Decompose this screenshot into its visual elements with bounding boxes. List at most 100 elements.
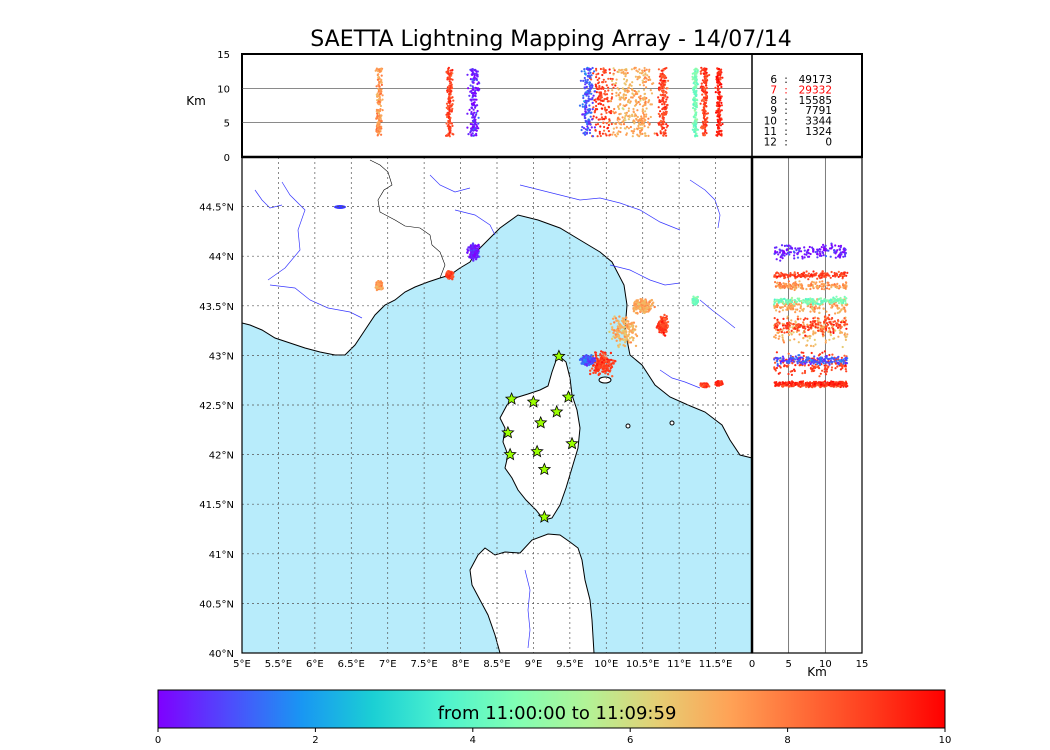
lightning-source-altitude	[795, 249, 798, 252]
lightning-source-altitude	[774, 281, 777, 284]
lightning-source-altitude	[790, 332, 793, 335]
lightning-source-altitude	[445, 122, 448, 125]
lightning-source-altitude	[841, 273, 844, 276]
lightning-source-altitude	[578, 104, 582, 107]
lightning-source-altitude	[827, 284, 831, 287]
lightning-source-altitude	[785, 308, 788, 311]
lightning-source	[627, 339, 630, 342]
lightning-source-altitude	[611, 77, 614, 81]
lightning-source-altitude	[657, 68, 661, 71]
count-sep: :	[784, 126, 788, 138]
lightning-source-altitude	[633, 94, 636, 97]
lightning-source-altitude	[694, 67, 697, 70]
lightning-source-altitude	[638, 71, 642, 75]
lightning-source-altitude	[448, 104, 452, 107]
lightning-source-altitude	[830, 366, 834, 369]
lightning-source-altitude	[663, 113, 666, 116]
lightning-source	[451, 274, 454, 278]
lightning-source-altitude	[589, 98, 593, 101]
lightning-source-altitude	[800, 250, 803, 253]
lightning-source-altitude	[471, 88, 474, 91]
lightning-source	[664, 330, 667, 334]
lightning-source-altitude	[594, 107, 598, 111]
lma-station-marker	[549, 404, 564, 418]
lightning-source-altitude	[794, 287, 797, 290]
lightning-source	[648, 309, 651, 312]
lightning-source-altitude	[799, 304, 802, 307]
lightning-source-altitude	[794, 311, 797, 314]
map-x-tick-label: 10.5°E	[626, 659, 660, 670]
lightning-source-altitude	[587, 111, 591, 114]
lightning-source-altitude	[843, 354, 846, 357]
lightning-source-altitude	[604, 71, 607, 74]
lightning-source-altitude	[823, 283, 826, 286]
lightning-source-altitude	[586, 127, 590, 130]
lightning-source-altitude	[471, 85, 474, 88]
lightning-source-altitude	[378, 109, 381, 112]
lightning-source	[641, 302, 644, 305]
lightning-source-altitude	[640, 115, 643, 118]
lightning-source-altitude	[693, 96, 696, 99]
lightning-source-altitude	[664, 81, 667, 84]
lightning-source-altitude	[629, 125, 633, 129]
lightning-source-altitude	[469, 84, 472, 87]
lightning-source-altitude	[376, 99, 379, 102]
lightning-source-altitude	[790, 319, 793, 322]
lightning-source	[471, 257, 474, 260]
lightning-source-altitude	[605, 93, 609, 96]
lightning-source-altitude	[622, 123, 626, 126]
lightning-source	[613, 336, 617, 339]
lightning-source-altitude	[818, 361, 821, 364]
lightning-source-altitude	[617, 105, 620, 108]
lightning-source-altitude	[636, 109, 639, 112]
river	[429, 174, 471, 193]
lightning-source	[474, 258, 478, 261]
lightning-source-altitude	[622, 96, 625, 99]
lma-station-marker	[501, 425, 515, 439]
lightning-source-altitude	[829, 331, 832, 334]
lightning-source	[692, 298, 695, 301]
lightning-source	[377, 283, 380, 287]
lightning-source-altitude	[664, 108, 667, 111]
lightning-source-altitude	[692, 91, 695, 94]
lightning-source-altitude	[643, 115, 646, 118]
lightning-source-altitude	[639, 97, 642, 100]
lightning-source-altitude	[717, 120, 720, 123]
lightning-source-altitude	[781, 355, 785, 358]
lightning-source-altitude	[615, 91, 618, 94]
lightning-source-altitude	[843, 295, 846, 298]
lightning-source	[649, 307, 652, 310]
lightning-source-altitude	[695, 93, 698, 96]
lightning-source-altitude	[661, 114, 665, 117]
lightning-source-altitude	[778, 251, 782, 254]
lightning-source-altitude	[702, 90, 705, 93]
lightning-source-altitude	[704, 84, 708, 87]
lightning-source	[665, 321, 668, 324]
lightning-source-altitude	[595, 104, 598, 108]
lightning-source-altitude	[580, 70, 583, 73]
lightning-source-altitude	[718, 71, 722, 74]
lightning-source-altitude	[584, 79, 587, 82]
lightning-source-altitude	[601, 99, 604, 102]
lightning-source	[609, 322, 612, 326]
lightning-source-altitude	[826, 323, 830, 326]
lightning-source-altitude	[801, 363, 804, 366]
lightning-source-altitude	[823, 350, 827, 353]
lightning-source-altitude	[617, 94, 620, 97]
lightning-source-altitude	[793, 254, 796, 257]
lightning-source-altitude	[821, 270, 824, 273]
map-y-tick-label: 41°N	[209, 550, 234, 561]
lightning-source-altitude	[704, 97, 707, 100]
lightning-source-altitude	[661, 98, 664, 101]
lightning-source	[695, 301, 698, 304]
count-value: 3344	[805, 116, 832, 128]
lightning-source-altitude	[808, 245, 811, 249]
lightning-source-altitude	[691, 72, 694, 75]
lightning-source-altitude	[626, 71, 629, 75]
lightning-source-altitude	[775, 366, 779, 370]
lightning-source-altitude	[830, 286, 833, 289]
lightning-source-altitude	[809, 310, 812, 313]
lightning-source-altitude	[631, 135, 634, 138]
lightning-source-altitude	[841, 345, 844, 349]
